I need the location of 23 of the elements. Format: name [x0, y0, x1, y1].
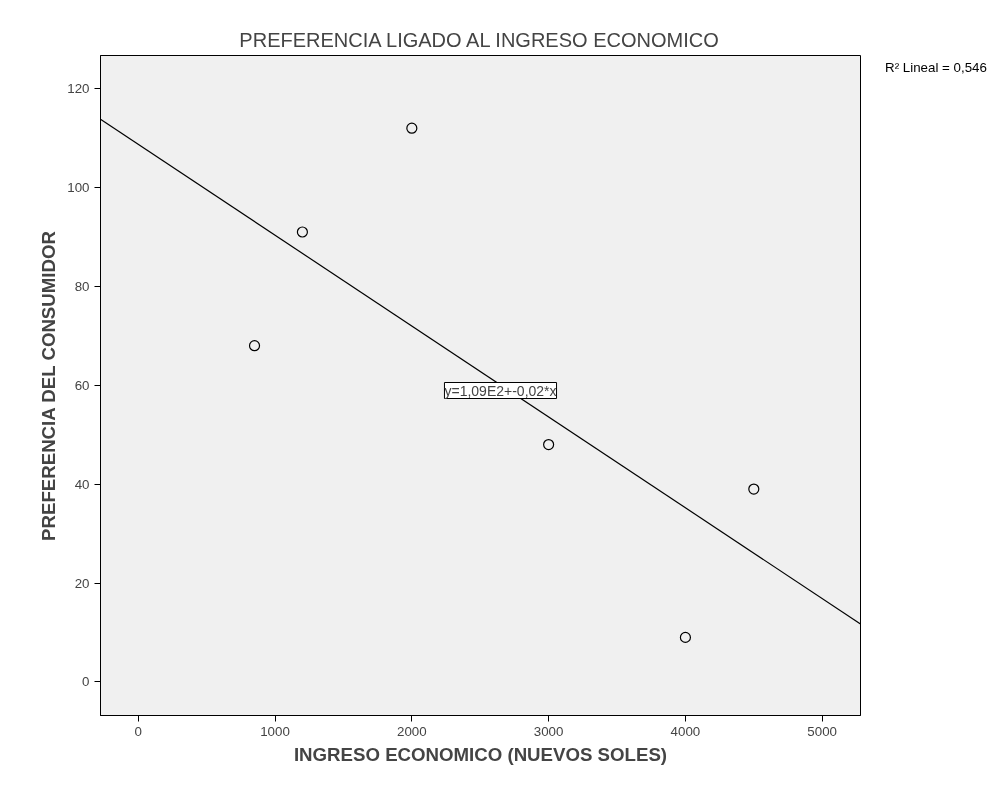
- y-tick-label: 120: [67, 81, 90, 97]
- point: [248, 340, 261, 352]
- point: [679, 631, 692, 643]
- x-tick-label: 4000: [670, 723, 701, 739]
- point: [296, 226, 308, 238]
- x-tick-label: 3000: [533, 723, 564, 739]
- y-tick-label: 40: [74, 476, 90, 492]
- y-axis-title: PREFERENCIA DEL CONSUMIDOR: [38, 230, 60, 541]
- x-tick-label: 2000: [397, 723, 427, 739]
- x-axis-title: INGRESO ECONOMICO (NUEVOS SOLES): [293, 743, 668, 765]
- y-tick-label: 20: [74, 575, 90, 591]
- chart-title: PREFERENCIA LIGADO AL INGRESO ECONOMICO: [239, 28, 719, 51]
- text: R² Lineal = 0,546: [885, 59, 987, 77]
- point: [406, 122, 418, 134]
- x-tick-label: 1000: [260, 723, 290, 739]
- point: [543, 438, 555, 451]
- x-tick-label: 5000: [807, 723, 838, 739]
- y-tick-label: 60: [74, 377, 90, 393]
- y-tick-label: 100: [67, 180, 90, 195]
- y-tick-label: 0: [82, 674, 90, 690]
- x-tick-label: 0: [134, 723, 142, 739]
- point: [748, 483, 760, 495]
- y-tick-label: 80: [74, 278, 90, 294]
